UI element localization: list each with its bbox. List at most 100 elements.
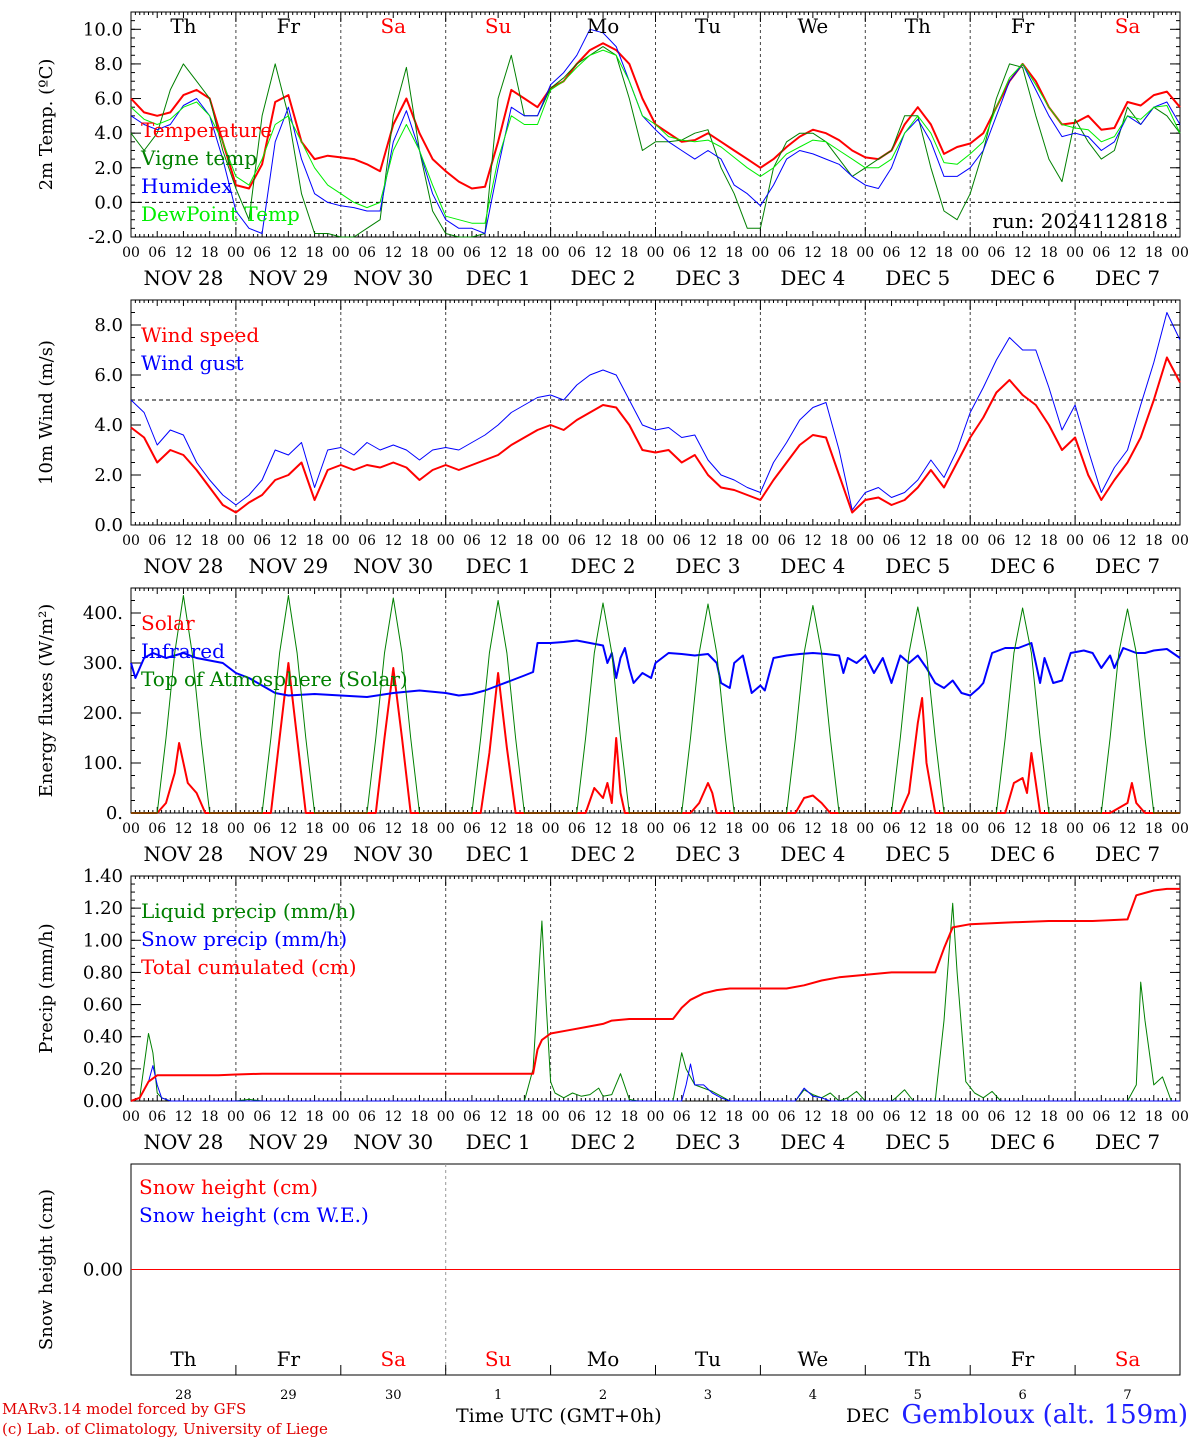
hour-tick-label: 18 [935,1109,953,1125]
hour-tick-label: 00 [1171,821,1189,837]
legend-label: Vigne temp [140,146,257,170]
hour-tick-label: 18 [1040,245,1058,261]
date-label: NOV 30 [353,1130,433,1154]
date-label: DEC 2 [571,266,636,290]
y-tick-label: 8.0 [94,54,123,75]
y-tick-label: 0.00 [83,1091,123,1112]
hour-tick-label: 06 [778,533,796,549]
weekday-label-bottom: Fr [277,1347,301,1371]
date-label: DEC 5 [885,266,950,290]
day-number-label: 5 [914,1388,922,1403]
date-label: DEC 6 [990,1130,1055,1154]
hour-tick-label: 18 [1040,821,1058,837]
y-tick-label: 0.20 [83,1059,123,1080]
day-number-label: 4 [809,1388,817,1403]
date-label: NOV 30 [353,842,433,866]
hour-tick-label: 00 [437,245,455,261]
hour-tick-label: 06 [148,821,166,837]
date-label: NOV 29 [248,1130,328,1154]
location-title: Gembloux (alt. 159m) [901,1400,1188,1430]
hour-tick-label: 12 [804,1109,822,1125]
hour-tick-label: 12 [175,533,193,549]
y-tick-label: 1.00 [83,930,123,951]
hour-tick-label: 00 [856,245,874,261]
hour-tick-label: 06 [673,245,691,261]
hour-tick-label: 18 [515,533,533,549]
y-tick-label: 0.0 [94,515,123,536]
credits: MARv3.14 model forced by GFS (c) Lab. of… [2,1399,328,1439]
day-number-label: 28 [175,1388,192,1403]
y-axis-label: 10m Wind (m/s) [36,340,57,485]
date-label: NOV 30 [353,554,433,578]
date-label: NOV 30 [353,266,433,290]
hour-tick-label: 06 [988,821,1006,837]
hour-tick-label: 00 [227,533,245,549]
hour-tick-label: 06 [988,533,1006,549]
hour-tick-label: 06 [883,1109,901,1125]
hour-tick-label: 00 [542,1109,560,1125]
hour-tick-label: 06 [778,821,796,837]
hour-tick-label: 18 [620,245,638,261]
date-label: NOV 28 [144,842,224,866]
hour-tick-label: 06 [1092,533,1110,549]
hour-tick-label: 18 [411,1109,429,1125]
date-label: NOV 29 [248,554,328,578]
hour-tick-label: 12 [1119,1109,1137,1125]
weekday-label-top: We [797,14,828,38]
y-tick-label: 2.0 [94,158,123,179]
x-axis-title: Time UTC (GMT+0h) [456,1405,662,1427]
date-label: DEC 6 [990,842,1055,866]
panel-5: 0.00 Snow height (cm) Snow height (cm) Snow… [36,1163,1181,1376]
hour-tick-label: 18 [515,245,533,261]
hour-tick-label: 12 [384,821,402,837]
legend-label: Snow height (cm) [139,1175,318,1199]
hour-tick-label: 06 [988,245,1006,261]
hour-tick-label: 18 [1145,533,1163,549]
hour-tick-label: 06 [568,821,586,837]
legend-label: Snow height (cm W.E.) [139,1203,369,1227]
weekday-label-top: Tu [695,14,721,38]
hour-tick-label: 00 [1171,245,1189,261]
hour-tick-label: 12 [699,533,717,549]
hour-tick-label: 06 [253,245,271,261]
weekday-label-bottom: We [797,1347,828,1371]
hour-tick-label: 18 [620,1109,638,1125]
date-label: DEC 7 [1095,1130,1160,1154]
date-label: DEC 5 [885,1130,950,1154]
y-tick-label: 0.80 [83,962,123,983]
hour-tick-label: 00 [856,1109,874,1125]
weekday-label-bottom: Sa [1115,1347,1141,1371]
hour-tick-label: 00 [332,533,350,549]
weekday-label-bottom: Sa [380,1347,406,1371]
date-label: DEC 3 [675,554,740,578]
hour-tick-label: 18 [411,821,429,837]
hour-tick-label: 00 [961,533,979,549]
hour-tick-label: 00 [542,533,560,549]
hour-tick-label: 00 [227,821,245,837]
date-label: DEC 4 [780,554,845,578]
hour-tick-label: 06 [358,533,376,549]
hour-tick-label: 12 [384,245,402,261]
legend-label: Wind speed [141,323,259,347]
date-label: DEC 3 [675,842,740,866]
weekday-label-top: Mo [587,14,620,38]
hour-tick-label: 18 [1040,1109,1058,1125]
y-tick-label: 8.0 [94,315,123,336]
series-line [130,887,1180,1102]
weekday-label-bottom: Tu [695,1347,721,1371]
hour-tick-label: 00 [647,1109,665,1125]
hour-tick-label: 00 [1066,245,1084,261]
panel-4: 0.00 0.20 0.40 0.60 0.80 1.00 1.20 1.40 Precip (… [36,866,1189,1154]
y-tick-label: 0.0 [94,192,123,213]
hour-tick-label: 06 [148,245,166,261]
legend-label: Humidex [141,174,233,198]
hour-tick-label: 12 [175,821,193,837]
hour-tick-label: 18 [306,245,324,261]
hour-tick-label: 18 [201,533,219,549]
hour-tick-label: 18 [306,1109,324,1125]
hour-tick-label: 00 [751,821,769,837]
hour-tick-label: 00 [961,245,979,261]
day-number-label: 3 [704,1388,712,1403]
hour-tick-label: 12 [279,821,297,837]
y-tick-label: 10.0 [83,19,123,40]
